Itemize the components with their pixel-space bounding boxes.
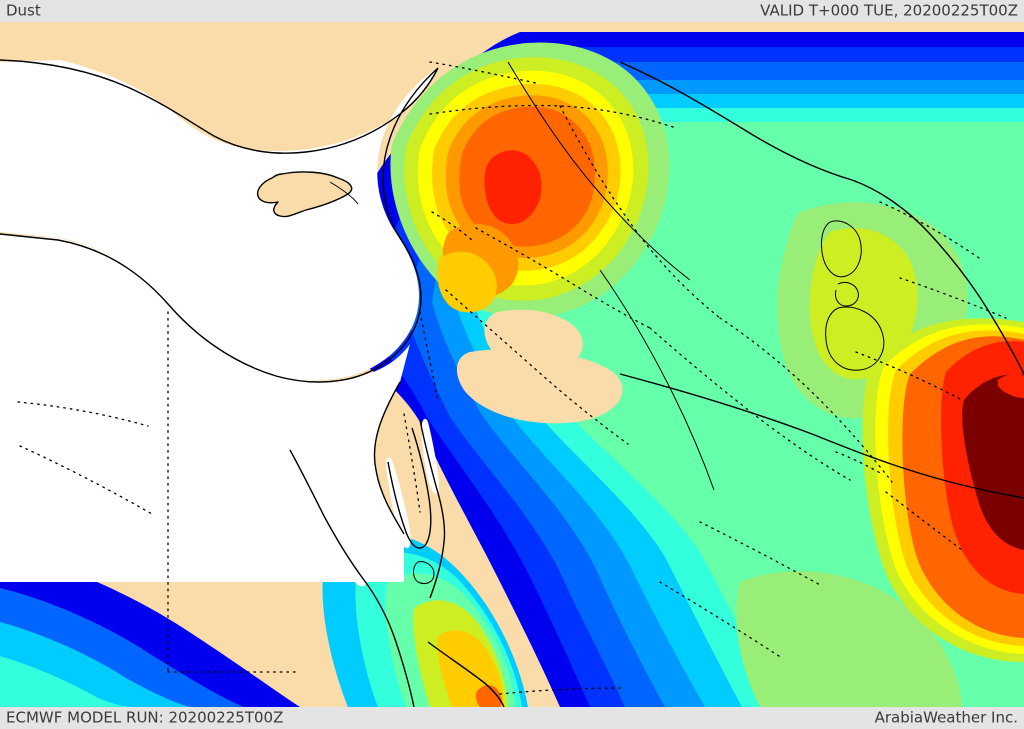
sea-mediterranean [0, 60, 438, 380]
header-bar: Dust VALID T+000 TUE, 20200225T00Z [0, 0, 1024, 22]
contour-pocket-syrian-desert2 [456, 348, 623, 424]
dust-contour-plot [0, 22, 1024, 707]
contour-band-14-levant [484, 150, 542, 224]
model-run-label: ECMWF MODEL RUN: 20200225T00Z [6, 708, 284, 727]
contour-cell-9-iraq [809, 228, 918, 380]
island-cyprus [257, 171, 352, 217]
contour-band-6-nafrica [0, 656, 132, 707]
dust-contour-bands [0, 32, 1024, 707]
valid-time-label: VALID T+000 TUE, 20200225T00Z [760, 1, 1018, 20]
contour-cell-8b [736, 571, 962, 707]
contour-band-13-redsea [475, 685, 502, 707]
contour-cell-damascus-y [437, 251, 497, 313]
footer-bar: ECMWF MODEL RUN: 20200225T00Z ArabiaWeat… [0, 707, 1024, 729]
forecast-map[interactable] [0, 22, 1024, 707]
sea-gulf-aqaba [421, 418, 440, 494]
country-borders [17, 61, 1007, 695]
contour-cell-red-bump [998, 373, 1024, 398]
parameter-title: Dust [6, 1, 41, 20]
coastlines [0, 59, 1024, 707]
contour-band-15-gulf [962, 373, 1024, 550]
attribution-label: ArabiaWeather Inc. [874, 708, 1018, 727]
